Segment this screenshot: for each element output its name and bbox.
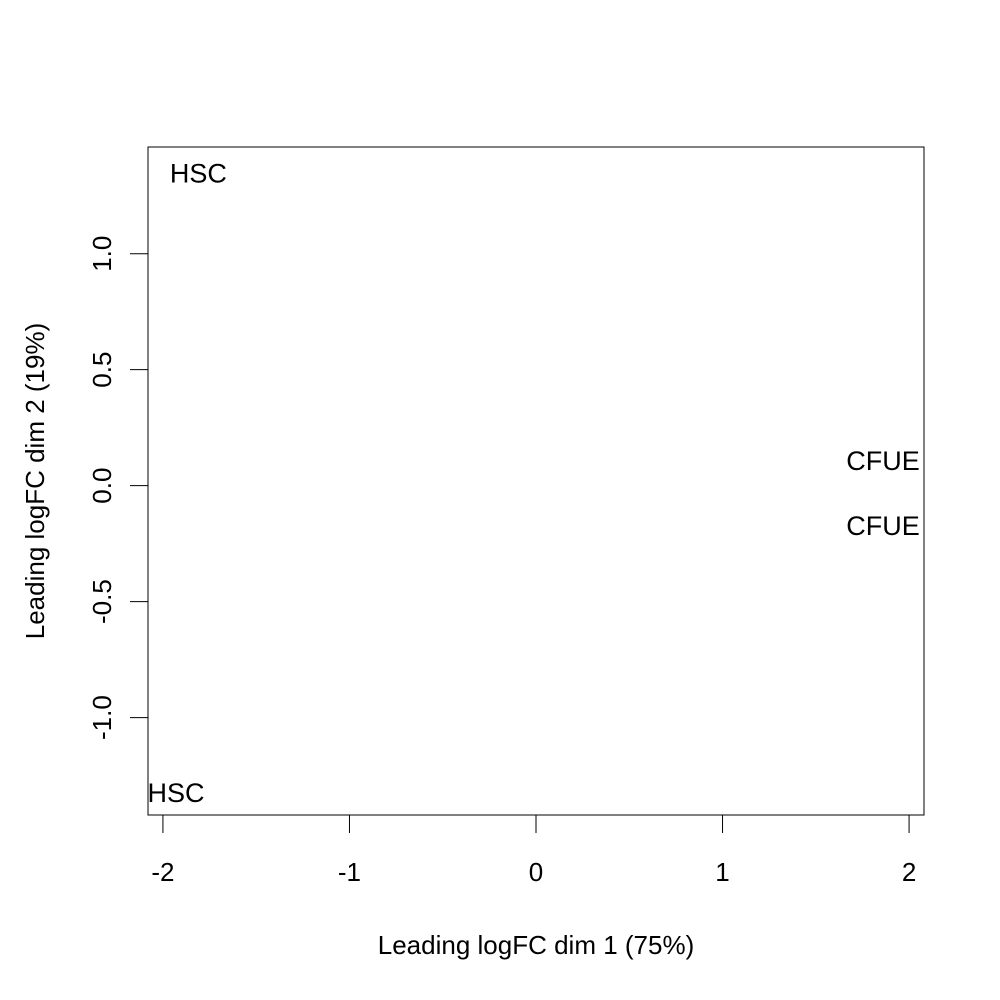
- y-tick-label: 1.0: [87, 236, 117, 272]
- x-axis: -2 -1 0 1 2: [151, 814, 916, 887]
- x-axis-title: Leading logFC dim 1 (75%): [378, 930, 695, 960]
- x-tick-label: 1: [715, 857, 729, 887]
- y-tick-label: -1.0: [87, 695, 117, 740]
- point-label: HSC: [147, 778, 204, 808]
- x-tick-label: 0: [529, 857, 543, 887]
- point-label: HSC: [170, 159, 227, 189]
- plot-frame: [147, 146, 925, 816]
- point-labels: HSC HSC CFUE CFUE: [147, 159, 919, 808]
- x-tick-label: -1: [338, 857, 361, 887]
- x-tick-label: 2: [902, 857, 916, 887]
- y-axis: -1.0 -0.5 0.0 0.5 1.0: [87, 236, 149, 740]
- y-axis-title: Leading logFC dim 2 (19%): [20, 323, 50, 640]
- y-tick-label: -0.5: [87, 579, 117, 624]
- point-label: CFUE: [846, 511, 920, 541]
- x-tick-label: -2: [151, 857, 174, 887]
- point-label: CFUE: [846, 446, 920, 476]
- y-tick-label: 0.5: [87, 352, 117, 388]
- y-tick-label: 0.0: [87, 468, 117, 504]
